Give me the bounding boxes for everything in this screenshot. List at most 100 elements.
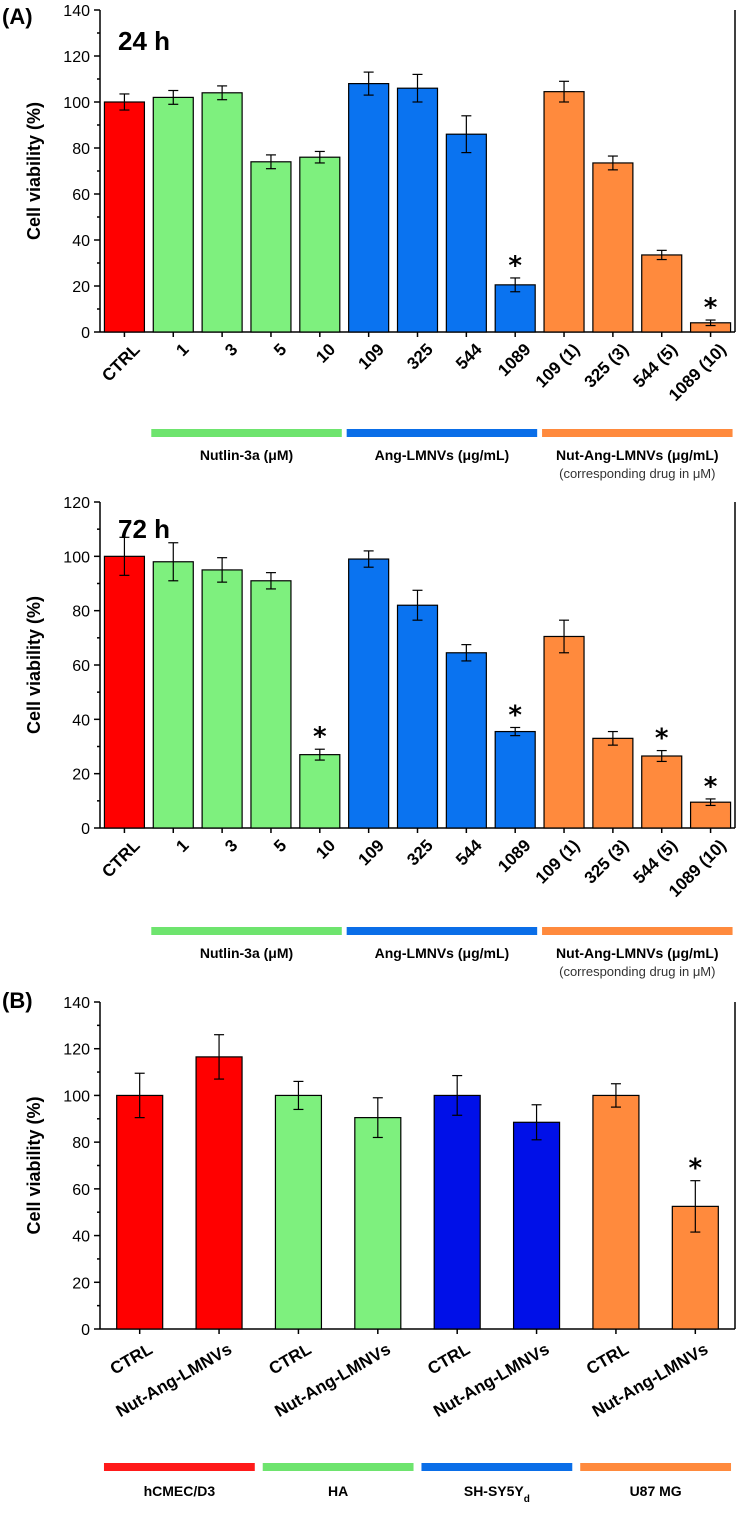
y-tick-label: 40: [72, 712, 90, 729]
x-tick-label: 109: [354, 340, 387, 373]
bar: [433, 1094, 481, 1330]
y-tick-label: 140: [63, 995, 90, 1012]
y-tick-label: 0: [81, 821, 90, 838]
bar: [494, 730, 536, 829]
group-line: [346, 429, 538, 437]
group-line: [580, 1463, 732, 1471]
x-tick-label: CTRL: [266, 1339, 315, 1378]
y-tick-label: 80: [72, 604, 90, 621]
panel-label-b: (B): [2, 988, 33, 1013]
bar: [103, 101, 146, 333]
group-label: U87 MG: [630, 1483, 682, 1499]
y-tick-label: 0: [81, 1322, 90, 1339]
y-tick-label: 20: [72, 767, 90, 784]
x-tick-label: 3: [221, 340, 241, 360]
bar: [299, 156, 341, 333]
bar: [396, 87, 439, 333]
bar: [201, 92, 243, 333]
bar: [274, 1094, 323, 1330]
significance-star: *: [689, 1154, 703, 1184]
chart-title: 72 h: [118, 514, 170, 544]
x-tick-label: 325 (3): [581, 836, 633, 888]
group-line: [103, 1463, 255, 1471]
significance-star: *: [704, 293, 718, 323]
bar: [592, 162, 634, 333]
bar: [512, 1121, 561, 1330]
significance-star: *: [508, 700, 522, 730]
group-label: hCMEC/D3: [144, 1483, 216, 1499]
group-label: Ang-LMNVs (μg/mL): [375, 447, 510, 463]
y-axis-label: Cell viability (%): [24, 102, 44, 240]
y-tick-label: 60: [72, 1182, 90, 1199]
bar: [592, 737, 634, 829]
group-line: [262, 1463, 414, 1471]
group-note: (corresponding drug in μM): [559, 964, 715, 979]
bar: [543, 91, 585, 333]
x-tick-label: 544: [452, 836, 486, 870]
group-line: [151, 927, 342, 935]
group-line: [346, 927, 538, 935]
bar: [445, 133, 487, 333]
bar: [201, 569, 243, 829]
chart-24h: 0 20 40 60 80 100 120 140 Cell viability (%) 24 h…: [24, 3, 736, 481]
bar: [354, 1117, 402, 1330]
group-label: Nut-Ang-LMNVs (μg/mL): [556, 447, 719, 463]
x-tick-label: 1089: [494, 340, 534, 380]
y-tick-label: 60: [72, 658, 90, 675]
x-tick-label: 1089: [494, 836, 534, 876]
y-tick-label: 140: [63, 3, 90, 20]
x-tick-label: 10: [312, 836, 339, 863]
chart-cell-lines: 0 20 40 60 80 100 120 140 Cell viability (%) CTRL…: [24, 995, 736, 1505]
x-tick-label: CTRL: [424, 1339, 473, 1378]
group-label: Nut-Ang-LMNVs (μg/mL): [556, 945, 719, 961]
group-note: (corresponding drug in μM): [559, 466, 715, 481]
x-tick-label: 5: [270, 836, 290, 856]
x-tick-label: 544: [452, 340, 486, 374]
x-tick-label: 1: [172, 836, 192, 856]
x-tick-label: 325 (3): [581, 340, 633, 392]
group-label: Nutlin-3a (μM): [200, 447, 293, 463]
chart-72h: 0 20 40 60 80 100 120 Cell viability (%) 72 h CTR…: [24, 495, 736, 979]
bar: [116, 1094, 164, 1330]
y-tick-label: 80: [72, 1135, 90, 1152]
bar: [103, 555, 146, 829]
significance-star: *: [508, 251, 522, 281]
y-tick-label: 0: [81, 325, 90, 342]
y-tick-label: 100: [63, 1088, 90, 1105]
bar: [299, 754, 341, 829]
x-tick-label: 3: [221, 836, 241, 856]
y-tick-label: 80: [72, 141, 90, 158]
y-tick-label: 120: [63, 49, 90, 66]
bar: [543, 635, 585, 829]
bar: [348, 82, 390, 333]
x-tick-label: 1: [172, 340, 192, 360]
group-label: SH-SY5Yd: [464, 1483, 530, 1505]
y-tick-label: 20: [72, 1275, 90, 1292]
group-line: [542, 927, 733, 935]
group-label: Nutlin-3a (μM): [200, 945, 293, 961]
significance-star: *: [704, 772, 718, 802]
y-tick-label: 120: [63, 495, 90, 512]
y-tick-label: 100: [63, 95, 90, 112]
y-tick-label: 100: [63, 549, 90, 566]
x-tick-label: 109 (1): [532, 836, 584, 888]
bar: [689, 801, 732, 829]
bar: [152, 561, 194, 829]
bar: [494, 284, 536, 333]
y-tick-label: 120: [63, 1042, 90, 1059]
y-tick-label: 40: [72, 1229, 90, 1246]
y-tick-label: 20: [72, 279, 90, 296]
x-tick-label: 325: [403, 340, 436, 373]
group-line: [151, 429, 342, 437]
x-tick-label: CTRL: [583, 1339, 632, 1378]
group-label: HA: [328, 1483, 348, 1499]
x-tick-label: CTRL: [98, 340, 143, 385]
x-tick-label: 109: [354, 836, 387, 869]
bar: [250, 580, 292, 829]
x-tick-label: CTRL: [107, 1339, 156, 1378]
group-line: [542, 429, 733, 437]
x-tick-label: 109 (1): [532, 340, 584, 392]
bar: [641, 755, 683, 829]
significance-star: *: [655, 724, 669, 754]
